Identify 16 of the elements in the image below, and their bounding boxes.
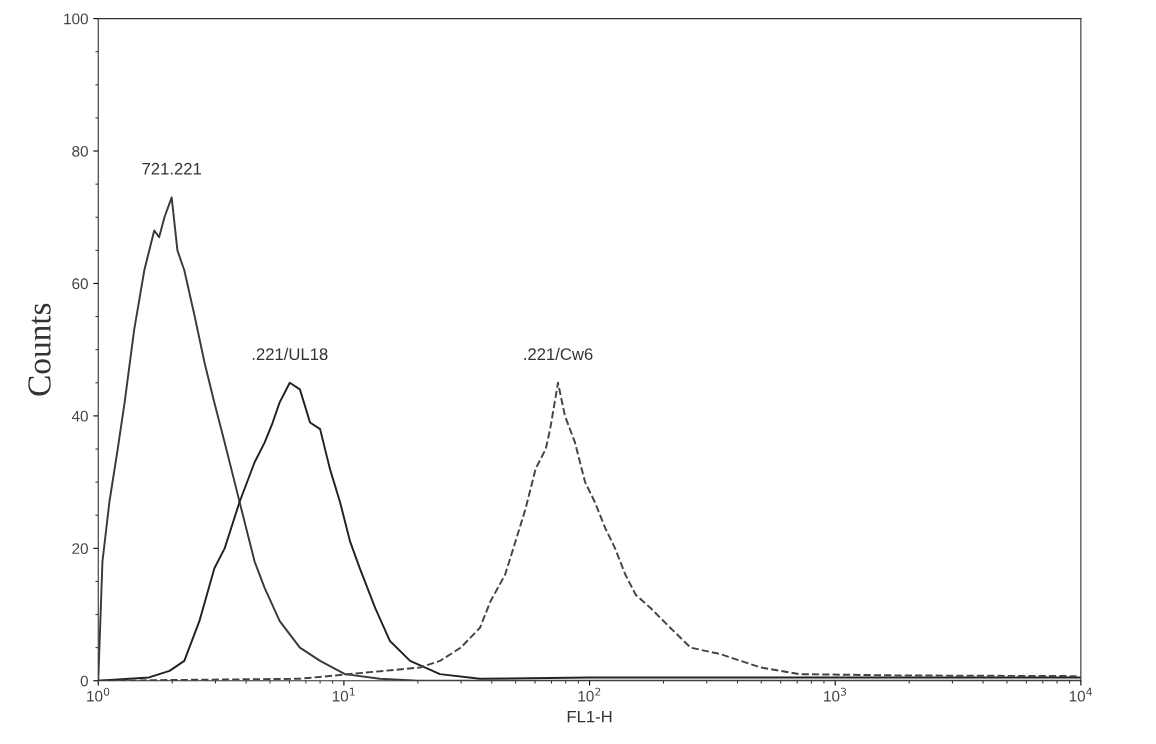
y-tick-label: 80: [72, 145, 88, 157]
y-tick-label: 20: [72, 543, 88, 555]
x-tick-label: 10$^{2}$: [578, 687, 601, 702]
series-label: .221/Cw6: [524, 347, 593, 361]
x-tick-label: 10$^{0}$: [87, 687, 110, 702]
y-tick-label: 100: [64, 13, 88, 25]
y-tick-label: 0: [80, 675, 88, 687]
y-tick-label: 40: [71, 410, 88, 422]
x-tick-label: 10$^{1}$: [332, 687, 355, 702]
series-label: 721.221: [142, 162, 201, 175]
y-tick-label: 60: [72, 278, 88, 290]
x-tick-label: 10$^{4}$: [1069, 687, 1092, 702]
x-tick-label: 10$^{3}$: [824, 687, 847, 702]
series-label: .221/UL18: [252, 347, 328, 361]
x-axis-title: FL1-H: [567, 710, 612, 723]
y-axis-title: Counts: [28, 303, 51, 396]
